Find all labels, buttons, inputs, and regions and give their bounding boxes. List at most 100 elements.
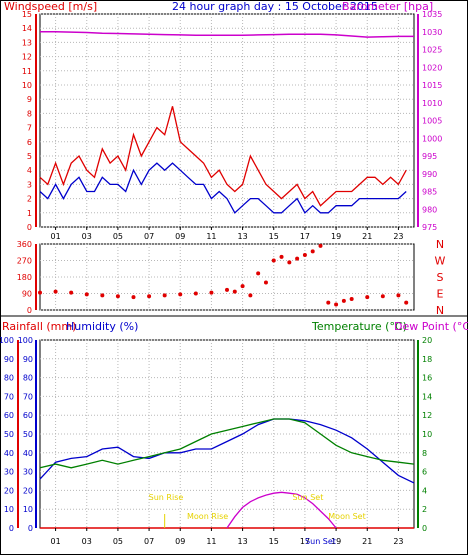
- direction-compass-label: S: [437, 271, 444, 284]
- wind-y-tick-label: 12: [22, 53, 32, 62]
- baro-title: Barometer [hpa]: [342, 0, 433, 13]
- humidity-y-tick-label: 40: [23, 449, 33, 458]
- x-tick-label: 01: [50, 232, 60, 241]
- wind-y-tick-label: 14: [22, 24, 32, 33]
- direction-point: [334, 302, 339, 307]
- baro-y-tick-label: 985: [422, 188, 437, 197]
- rain-y-tick-label: 90: [4, 355, 14, 364]
- wind-y-tick-label: 2: [27, 195, 32, 204]
- baro-y-tick-label: 1035: [422, 10, 442, 19]
- direction-point: [193, 291, 198, 296]
- rain-y-tick-label: 70: [4, 392, 14, 401]
- wind-baro-panel: 0123456789101112131415975980985990995100…: [22, 10, 443, 241]
- temperature-y-tick-label: 20: [422, 336, 432, 345]
- date-title: 24 hour graph day : 15 October 2015: [172, 0, 378, 13]
- temperature-y-tick-label: 6: [422, 468, 427, 477]
- direction-point: [53, 289, 58, 294]
- moon-altitude-curve: [226, 491, 337, 529]
- direction-point: [263, 280, 268, 285]
- baro-y-tick-label: 975: [422, 223, 437, 232]
- direction-point: [225, 287, 229, 292]
- direction-point: [318, 243, 323, 248]
- direction-point: [326, 300, 331, 305]
- rain-y-tick-label: 60: [4, 411, 14, 420]
- direction-y-tick-label: 360: [17, 240, 32, 249]
- humidity-y-tick-label: 20: [23, 486, 33, 495]
- direction-point: [256, 271, 261, 276]
- wind-y-tick-label: 6: [27, 138, 32, 147]
- humidity-title: Humidity (%): [66, 320, 138, 333]
- wind-y-tick-label: 11: [22, 67, 32, 76]
- direction-y-tick-label: 90: [22, 290, 32, 299]
- x-tick-label: 11: [206, 537, 216, 546]
- humidity-y-tick-label: 100: [18, 336, 33, 345]
- wind-y-tick-label: 1: [27, 209, 32, 218]
- rain-y-tick-label: 40: [4, 449, 14, 458]
- humidity-y-tick-label: 30: [23, 468, 33, 477]
- humidity-y-tick-label: 10: [23, 505, 33, 514]
- direction-point: [310, 249, 315, 254]
- baro-y-tick-label: 1030: [422, 28, 442, 37]
- temperature-y-tick-label: 10: [422, 430, 432, 439]
- humidity-y-tick-label: 70: [23, 392, 33, 401]
- sun-set-axis-label: Sun Set: [305, 537, 336, 546]
- direction-point: [162, 293, 167, 298]
- wind-y-tick-label: 9: [27, 95, 32, 104]
- direction-point: [147, 294, 152, 299]
- avg-wind-line: [39, 162, 407, 214]
- wind-y-tick-label: 13: [22, 38, 32, 47]
- temperature-y-tick-label: 16: [422, 374, 432, 383]
- rain-y-tick-label: 0: [9, 524, 14, 533]
- temperature-y-tick-label: 14: [422, 392, 432, 401]
- temperature-y-tick-label: 2: [422, 505, 427, 514]
- direction-point: [295, 256, 300, 261]
- temperature-title: Temperature (°C): [311, 320, 407, 333]
- x-tick-label: 13: [237, 232, 247, 241]
- x-tick-label: 23: [393, 232, 403, 241]
- baro-y-tick-label: 980: [422, 205, 437, 214]
- direction-point: [248, 293, 253, 298]
- rain-y-tick-label: 20: [4, 486, 14, 495]
- direction-point: [84, 292, 89, 297]
- baro-line: [40, 31, 414, 38]
- direction-point: [38, 290, 42, 295]
- x-tick-label: 15: [269, 537, 279, 546]
- wind-y-tick-label: 15: [22, 10, 32, 19]
- humidity-y-tick-label: 80: [23, 374, 33, 383]
- direction-point: [69, 290, 74, 295]
- dewpoint-title: Dew Point (°C): [394, 320, 468, 333]
- temperature-y-tick-label: 12: [422, 411, 432, 420]
- rain-y-tick-label: 80: [4, 374, 14, 383]
- x-tick-label: 01: [50, 537, 60, 546]
- x-tick-label: 21: [362, 537, 372, 546]
- wind-y-tick-label: 3: [27, 180, 32, 189]
- humidity-y-tick-label: 90: [23, 355, 33, 364]
- x-tick-label: 07: [144, 232, 154, 241]
- x-tick-label: 19: [331, 232, 341, 241]
- direction-point: [404, 300, 409, 305]
- humidity-y-tick-label: 0: [28, 524, 33, 533]
- x-tick-label: 07: [144, 537, 154, 546]
- baro-y-tick-label: 1025: [422, 46, 442, 55]
- direction-point: [396, 293, 401, 298]
- humidity-y-tick-label: 50: [23, 430, 33, 439]
- x-tick-label: 09: [175, 232, 185, 241]
- x-tick-label: 09: [175, 537, 185, 546]
- direction-point: [271, 258, 276, 263]
- x-tick-label: 11: [206, 232, 216, 241]
- rain-y-tick-label: 50: [4, 430, 14, 439]
- x-tick-label: 03: [82, 232, 92, 241]
- direction-compass-label: N: [436, 238, 444, 251]
- gust-line: [39, 106, 407, 207]
- baro-y-tick-label: 1005: [422, 117, 442, 126]
- wind-y-tick-label: 4: [27, 166, 32, 175]
- temperature-y-tick-label: 0: [422, 524, 427, 533]
- wind-y-tick-label: 8: [27, 109, 32, 118]
- direction-y-tick-label: 180: [17, 273, 32, 282]
- direction-point: [178, 292, 183, 297]
- rain-title: Rainfall (mm): [2, 320, 76, 333]
- wind-title: Windspeed [m/s]: [4, 0, 97, 13]
- temperature-y-tick-label: 8: [422, 449, 427, 458]
